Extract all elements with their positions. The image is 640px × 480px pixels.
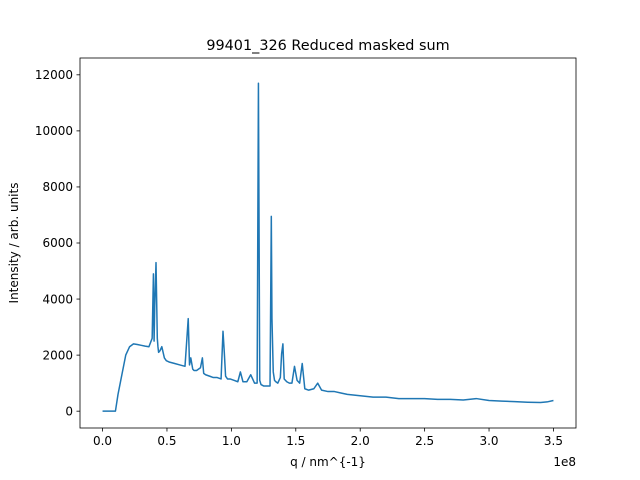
y-tick-label: 6000 xyxy=(42,236,73,250)
x-axis: 0.0 0.5 1.0 1.5 2.0 2.5 3.0 3.5 xyxy=(93,428,563,448)
x-tick-label: 1.0 xyxy=(222,434,241,448)
x-tick-label: 2.0 xyxy=(351,434,370,448)
x-axis-offset-text: 1e8 xyxy=(553,455,576,469)
x-tick-label: 3.0 xyxy=(479,434,498,448)
y-tick-label: 10000 xyxy=(35,124,73,138)
y-tick-label: 12000 xyxy=(35,68,73,82)
y-tick-label: 0 xyxy=(65,404,73,418)
x-axis-label: q / nm^{-1} xyxy=(290,455,366,469)
x-tick-label: 1.5 xyxy=(286,434,305,448)
x-tick-label: 3.5 xyxy=(544,434,563,448)
y-tick-label: 8000 xyxy=(42,180,73,194)
y-tick-label: 2000 xyxy=(42,348,73,362)
chart-title: 99401_326 Reduced masked sum xyxy=(206,38,449,54)
x-tick-label: 0.0 xyxy=(93,434,112,448)
x-tick-label: 2.5 xyxy=(415,434,434,448)
y-axis-label: Intensity / arb. units xyxy=(7,183,21,304)
y-tick-label: 4000 xyxy=(42,292,73,306)
series-layer xyxy=(102,82,554,412)
y-axis: 0 2000 4000 6000 8000 10000 12000 xyxy=(35,68,80,418)
x-tick-label: 0.5 xyxy=(157,434,176,448)
series-line xyxy=(102,82,554,412)
